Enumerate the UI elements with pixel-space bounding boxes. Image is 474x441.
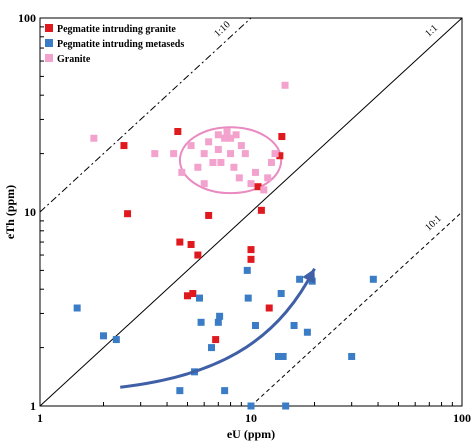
point-pegmatite-intruding-metaseds-11 <box>244 294 252 302</box>
point-pegmatite-intruding-granite-9 <box>212 336 220 344</box>
point-granite-13 <box>214 131 222 139</box>
point-pegmatite-intruding-metaseds-2 <box>112 336 120 344</box>
x-tick-label: 1 <box>37 411 43 425</box>
point-pegmatite-intruding-metaseds-0 <box>73 304 81 312</box>
x-tick-label: 100 <box>453 411 471 425</box>
granite-field-ellipse <box>178 126 283 195</box>
reference-line-1-10 <box>39 17 252 213</box>
point-pegmatite-intruding-metaseds-14 <box>251 321 259 329</box>
point-pegmatite-intruding-granite-10 <box>247 246 255 254</box>
point-pegmatite-intruding-metaseds-16 <box>277 290 285 298</box>
point-granite-19 <box>247 180 255 188</box>
point-pegmatite-intruding-metaseds-1 <box>100 332 108 340</box>
data-points <box>73 81 377 410</box>
y-tick-label: 10 <box>24 205 36 219</box>
point-pegmatite-intruding-metaseds-3 <box>176 387 184 395</box>
point-granite-22 <box>264 174 272 182</box>
point-pegmatite-intruding-metaseds-6 <box>197 318 205 326</box>
reference-line-1-1 <box>39 17 463 407</box>
point-granite-23 <box>267 158 275 166</box>
point-pegmatite-intruding-granite-0 <box>120 142 128 150</box>
point-pegmatite-intruding-granite-2 <box>174 127 182 135</box>
point-pegmatite-intruding-metaseds-18 <box>282 402 290 410</box>
point-granite-20 <box>251 168 259 176</box>
point-pegmatite-intruding-metaseds-5 <box>195 294 203 302</box>
point-granite-11 <box>221 134 229 142</box>
x-tick-label: 10 <box>245 411 257 425</box>
x-axis-label: eU (ppm) <box>227 427 275 441</box>
point-granite-15 <box>230 163 238 171</box>
legend-label-pegmatite-intruding-granite: Pegmatite intruding granite <box>57 24 176 35</box>
legend-swatch-pegmatite-intruding-granite <box>45 24 53 32</box>
point-pegmatite-intruding-metaseds-8 <box>214 318 222 326</box>
point-granite-25 <box>237 142 245 150</box>
point-pegmatite-intruding-metaseds-12 <box>243 266 251 274</box>
point-pegmatite-intruding-granite-8 <box>189 290 197 298</box>
point-granite-6 <box>200 150 208 158</box>
point-pegmatite-intruding-metaseds-7 <box>208 344 216 352</box>
trend-arrow-head <box>302 268 315 284</box>
point-granite-8 <box>209 158 217 166</box>
legend-swatch-granite <box>45 54 53 62</box>
point-pegmatite-intruding-granite-16 <box>278 133 286 141</box>
point-pegmatite-intruding-metaseds-15 <box>275 352 283 360</box>
point-granite-24 <box>271 150 279 158</box>
reference-line-10-1 <box>250 211 463 407</box>
point-pegmatite-intruding-granite-6 <box>205 211 213 219</box>
point-pegmatite-intruding-metaseds-19 <box>290 321 298 329</box>
point-granite-27 <box>232 131 240 139</box>
point-granite-28 <box>281 81 289 89</box>
point-granite-26 <box>200 180 208 188</box>
point-pegmatite-intruding-granite-13 <box>257 206 265 214</box>
point-granite-3 <box>178 168 186 176</box>
legend-label-granite: Granite <box>57 54 91 65</box>
point-granite-9 <box>214 145 222 153</box>
point-pegmatite-intruding-metaseds-10 <box>221 387 229 395</box>
point-granite-5 <box>194 163 202 171</box>
legend-swatch-pegmatite-intruding-metaseds <box>45 39 53 47</box>
point-pegmatite-intruding-granite-3 <box>176 238 184 246</box>
annotations <box>178 126 283 195</box>
point-pegmatite-intruding-granite-4 <box>187 240 195 248</box>
point-pegmatite-intruding-granite-12 <box>254 183 262 191</box>
point-pegmatite-intruding-granite-7 <box>183 292 191 300</box>
trend-arrow-shaft <box>120 268 316 389</box>
legend-label-pegmatite-intruding-metaseds: Pegmatite intruding metaseds <box>57 39 184 50</box>
point-pegmatite-intruding-metaseds-13 <box>247 402 255 410</box>
point-granite-14 <box>227 134 235 142</box>
point-granite-2 <box>170 150 178 158</box>
point-granite-17 <box>227 150 235 158</box>
legend: Pegmatite intruding granite Pegmatite int… <box>45 24 184 65</box>
point-granite-1 <box>151 150 159 158</box>
point-pegmatite-intruding-granite-14 <box>265 304 273 312</box>
axis-ticks: 1 10 100 1 10 100 <box>18 11 471 425</box>
point-granite-10 <box>217 158 225 166</box>
y-axis-label: eTh (ppm) <box>3 185 17 239</box>
point-pegmatite-intruding-granite-15 <box>276 152 284 160</box>
point-pegmatite-intruding-metaseds-21 <box>303 328 311 336</box>
y-tick-label: 100 <box>18 11 36 25</box>
point-granite-16 <box>235 174 243 182</box>
point-pegmatite-intruding-metaseds-23 <box>348 352 356 360</box>
point-granite-21 <box>260 186 268 194</box>
point-granite-18 <box>241 150 249 158</box>
point-granite-12 <box>223 127 231 135</box>
point-pegmatite-intruding-granite-1 <box>124 210 132 218</box>
point-pegmatite-intruding-metaseds-24 <box>369 275 377 283</box>
point-pegmatite-intruding-granite-5 <box>194 251 202 259</box>
point-pegmatite-intruding-metaseds-9 <box>216 312 224 320</box>
point-granite-4 <box>187 142 195 150</box>
point-granite-0 <box>90 134 98 142</box>
point-pegmatite-intruding-metaseds-20 <box>296 275 304 283</box>
point-pegmatite-intruding-metaseds-17 <box>279 352 287 360</box>
point-pegmatite-intruding-granite-11 <box>247 255 255 263</box>
y-tick-label: 1 <box>30 399 36 413</box>
arrow-annotation <box>120 268 316 389</box>
point-granite-7 <box>205 138 213 146</box>
